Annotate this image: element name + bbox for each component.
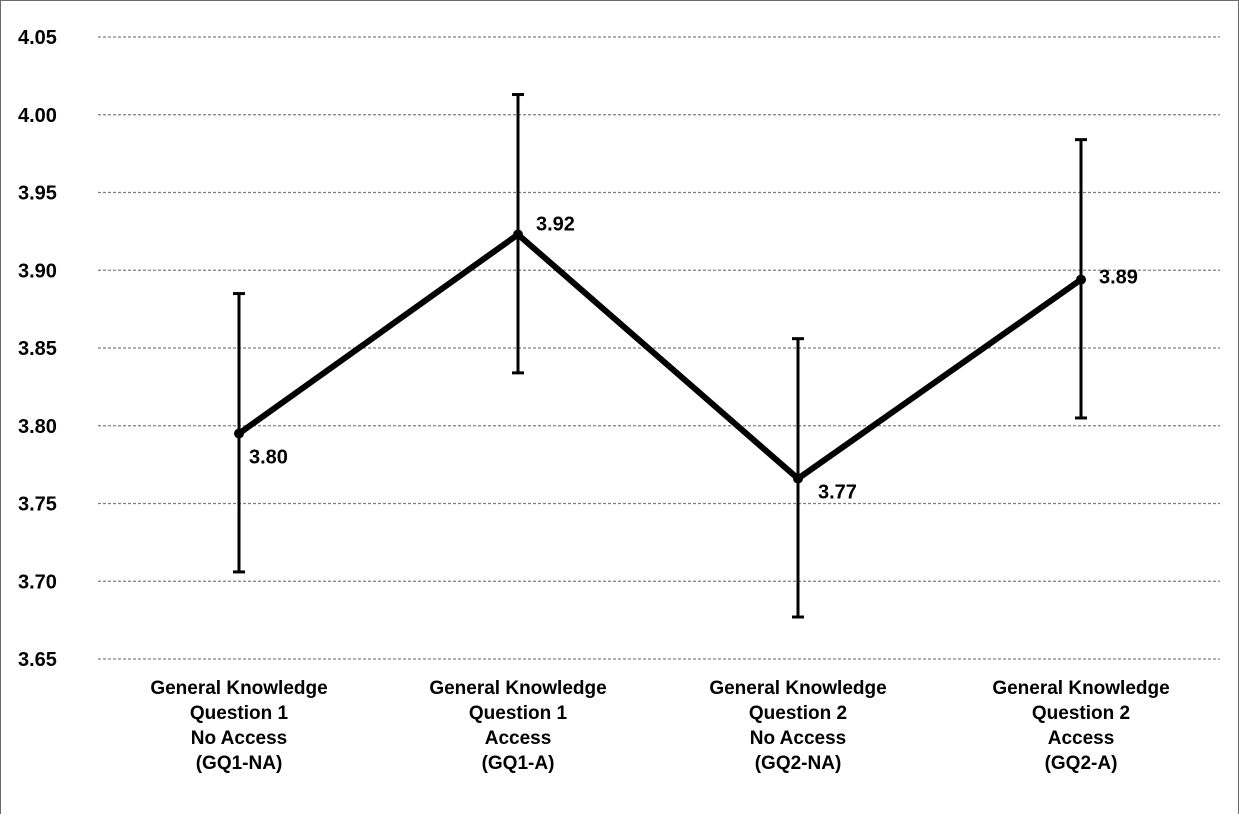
- gridlines: [98, 36, 1220, 660]
- x-axis-category-labels: General Knowledge Question 1 No Access (GQ1…: [150, 678, 1169, 774]
- x-category-label-line: Question 2: [749, 703, 847, 724]
- data-label: 3.77: [818, 482, 857, 504]
- y-tick-label: 4.00: [18, 105, 57, 127]
- data-label: 3.92: [536, 213, 575, 235]
- x-category-label-line: (GQ2-NA): [755, 753, 842, 774]
- x-category-label: General Knowledge Question 1 No Access (GQ1…: [150, 678, 327, 774]
- y-tick-label: 4.05: [18, 27, 57, 49]
- x-category-label-line: Access: [1048, 728, 1115, 749]
- x-category-label: General Knowledge Question 2 No Access (GQ2…: [709, 678, 886, 774]
- data-point: [1076, 274, 1086, 285]
- y-tick-label: 3.70: [18, 571, 57, 593]
- x-category-label-line: Access: [485, 728, 552, 749]
- data-label: 3.80: [249, 447, 288, 469]
- x-category-label-line: (GQ1-A): [482, 753, 555, 774]
- x-category-label-line: Question 1: [190, 703, 289, 724]
- x-category-label-line: General Knowledge: [992, 678, 1169, 699]
- data-point: [513, 229, 523, 240]
- y-axis-tick-labels: 3.65 3.70 3.75 3.80 3.85 3.90 3.95 4.00 4.05: [18, 27, 57, 671]
- x-category-label: General Knowledge Question 2 Access (GQ2-A): [992, 678, 1169, 774]
- data-labels: 3.80 3.92 3.77 3.89: [249, 213, 1138, 503]
- data-label: 3.89: [1099, 267, 1138, 289]
- x-category-label: General Knowledge Question 1 Access (GQ1-A): [429, 678, 606, 774]
- series-line: [237, 231, 1083, 482]
- x-category-label-line: Question 2: [1032, 703, 1130, 724]
- x-category-label-line: No Access: [191, 728, 287, 749]
- y-tick-label: 3.75: [18, 494, 57, 516]
- x-category-label-line: General Knowledge: [709, 678, 886, 699]
- data-point: [793, 473, 803, 484]
- x-category-label-line: General Knowledge: [429, 678, 606, 699]
- x-category-label-line: Question 1: [469, 703, 568, 724]
- y-tick-label: 3.90: [18, 260, 57, 282]
- y-tick-label: 3.95: [18, 183, 57, 205]
- x-category-label-line: (GQ2-A): [1045, 753, 1118, 774]
- y-tick-label: 3.65: [18, 649, 57, 671]
- series-line-group: [237, 231, 1083, 482]
- data-points: [234, 229, 1086, 484]
- y-tick-label: 3.85: [18, 338, 57, 360]
- x-category-label-line: (GQ1-NA): [196, 753, 283, 774]
- x-category-label-line: No Access: [750, 728, 846, 749]
- data-point: [234, 428, 244, 439]
- x-category-label-line: General Knowledge: [150, 678, 327, 699]
- y-tick-label: 3.80: [18, 416, 57, 438]
